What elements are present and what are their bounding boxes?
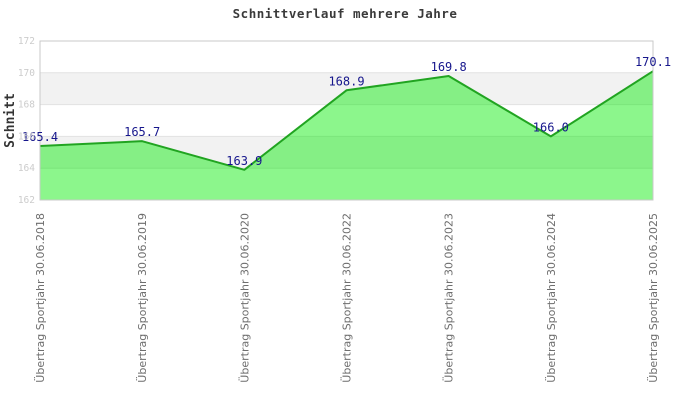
x-axis-label: Übertrag Sportjahr 30.06.2020	[238, 213, 251, 383]
y-tick-label: 168	[18, 100, 35, 111]
area-series-fill	[40, 71, 653, 201]
x-axis-label: Übertrag Sportjahr 30.06.2019	[136, 213, 149, 383]
value-label: 165.7	[124, 125, 160, 139]
background-band	[40, 168, 653, 200]
y-axis-title: Schnitt	[3, 93, 18, 148]
value-label: 169.8	[431, 60, 467, 74]
y-tick-label: 166	[18, 131, 35, 142]
y-tick-label: 162	[18, 195, 35, 206]
y-tick-label: 164	[18, 163, 35, 174]
value-label: 163.9	[226, 154, 262, 168]
y-tick-label: 170	[18, 68, 35, 79]
value-label: 168.9	[328, 74, 364, 88]
x-axis-label: Übertrag Sportjahr 30.06.2023	[443, 213, 456, 383]
x-axis-label: Übertrag Sportjahr 30.06.2025	[647, 213, 660, 383]
value-label: 166.0	[533, 120, 569, 134]
y-tick-label: 172	[18, 36, 35, 47]
value-label: 165.4	[22, 130, 58, 144]
chart-title: Schnittverlauf mehrere Jahre	[232, 6, 458, 21]
background-band	[40, 41, 653, 73]
plot-border	[39, 40, 654, 201]
x-axis-label: Übertrag Sportjahr 30.06.2022	[341, 213, 354, 383]
value-label: 170.1	[635, 55, 671, 69]
background-band	[40, 72, 653, 105]
x-axis-label: Übertrag Sportjahr 30.06.2024	[545, 213, 558, 383]
x-axis-label: Übertrag Sportjahr 30.06.2018	[34, 213, 47, 383]
background-band	[40, 104, 653, 137]
series-line	[39, 70, 654, 171]
